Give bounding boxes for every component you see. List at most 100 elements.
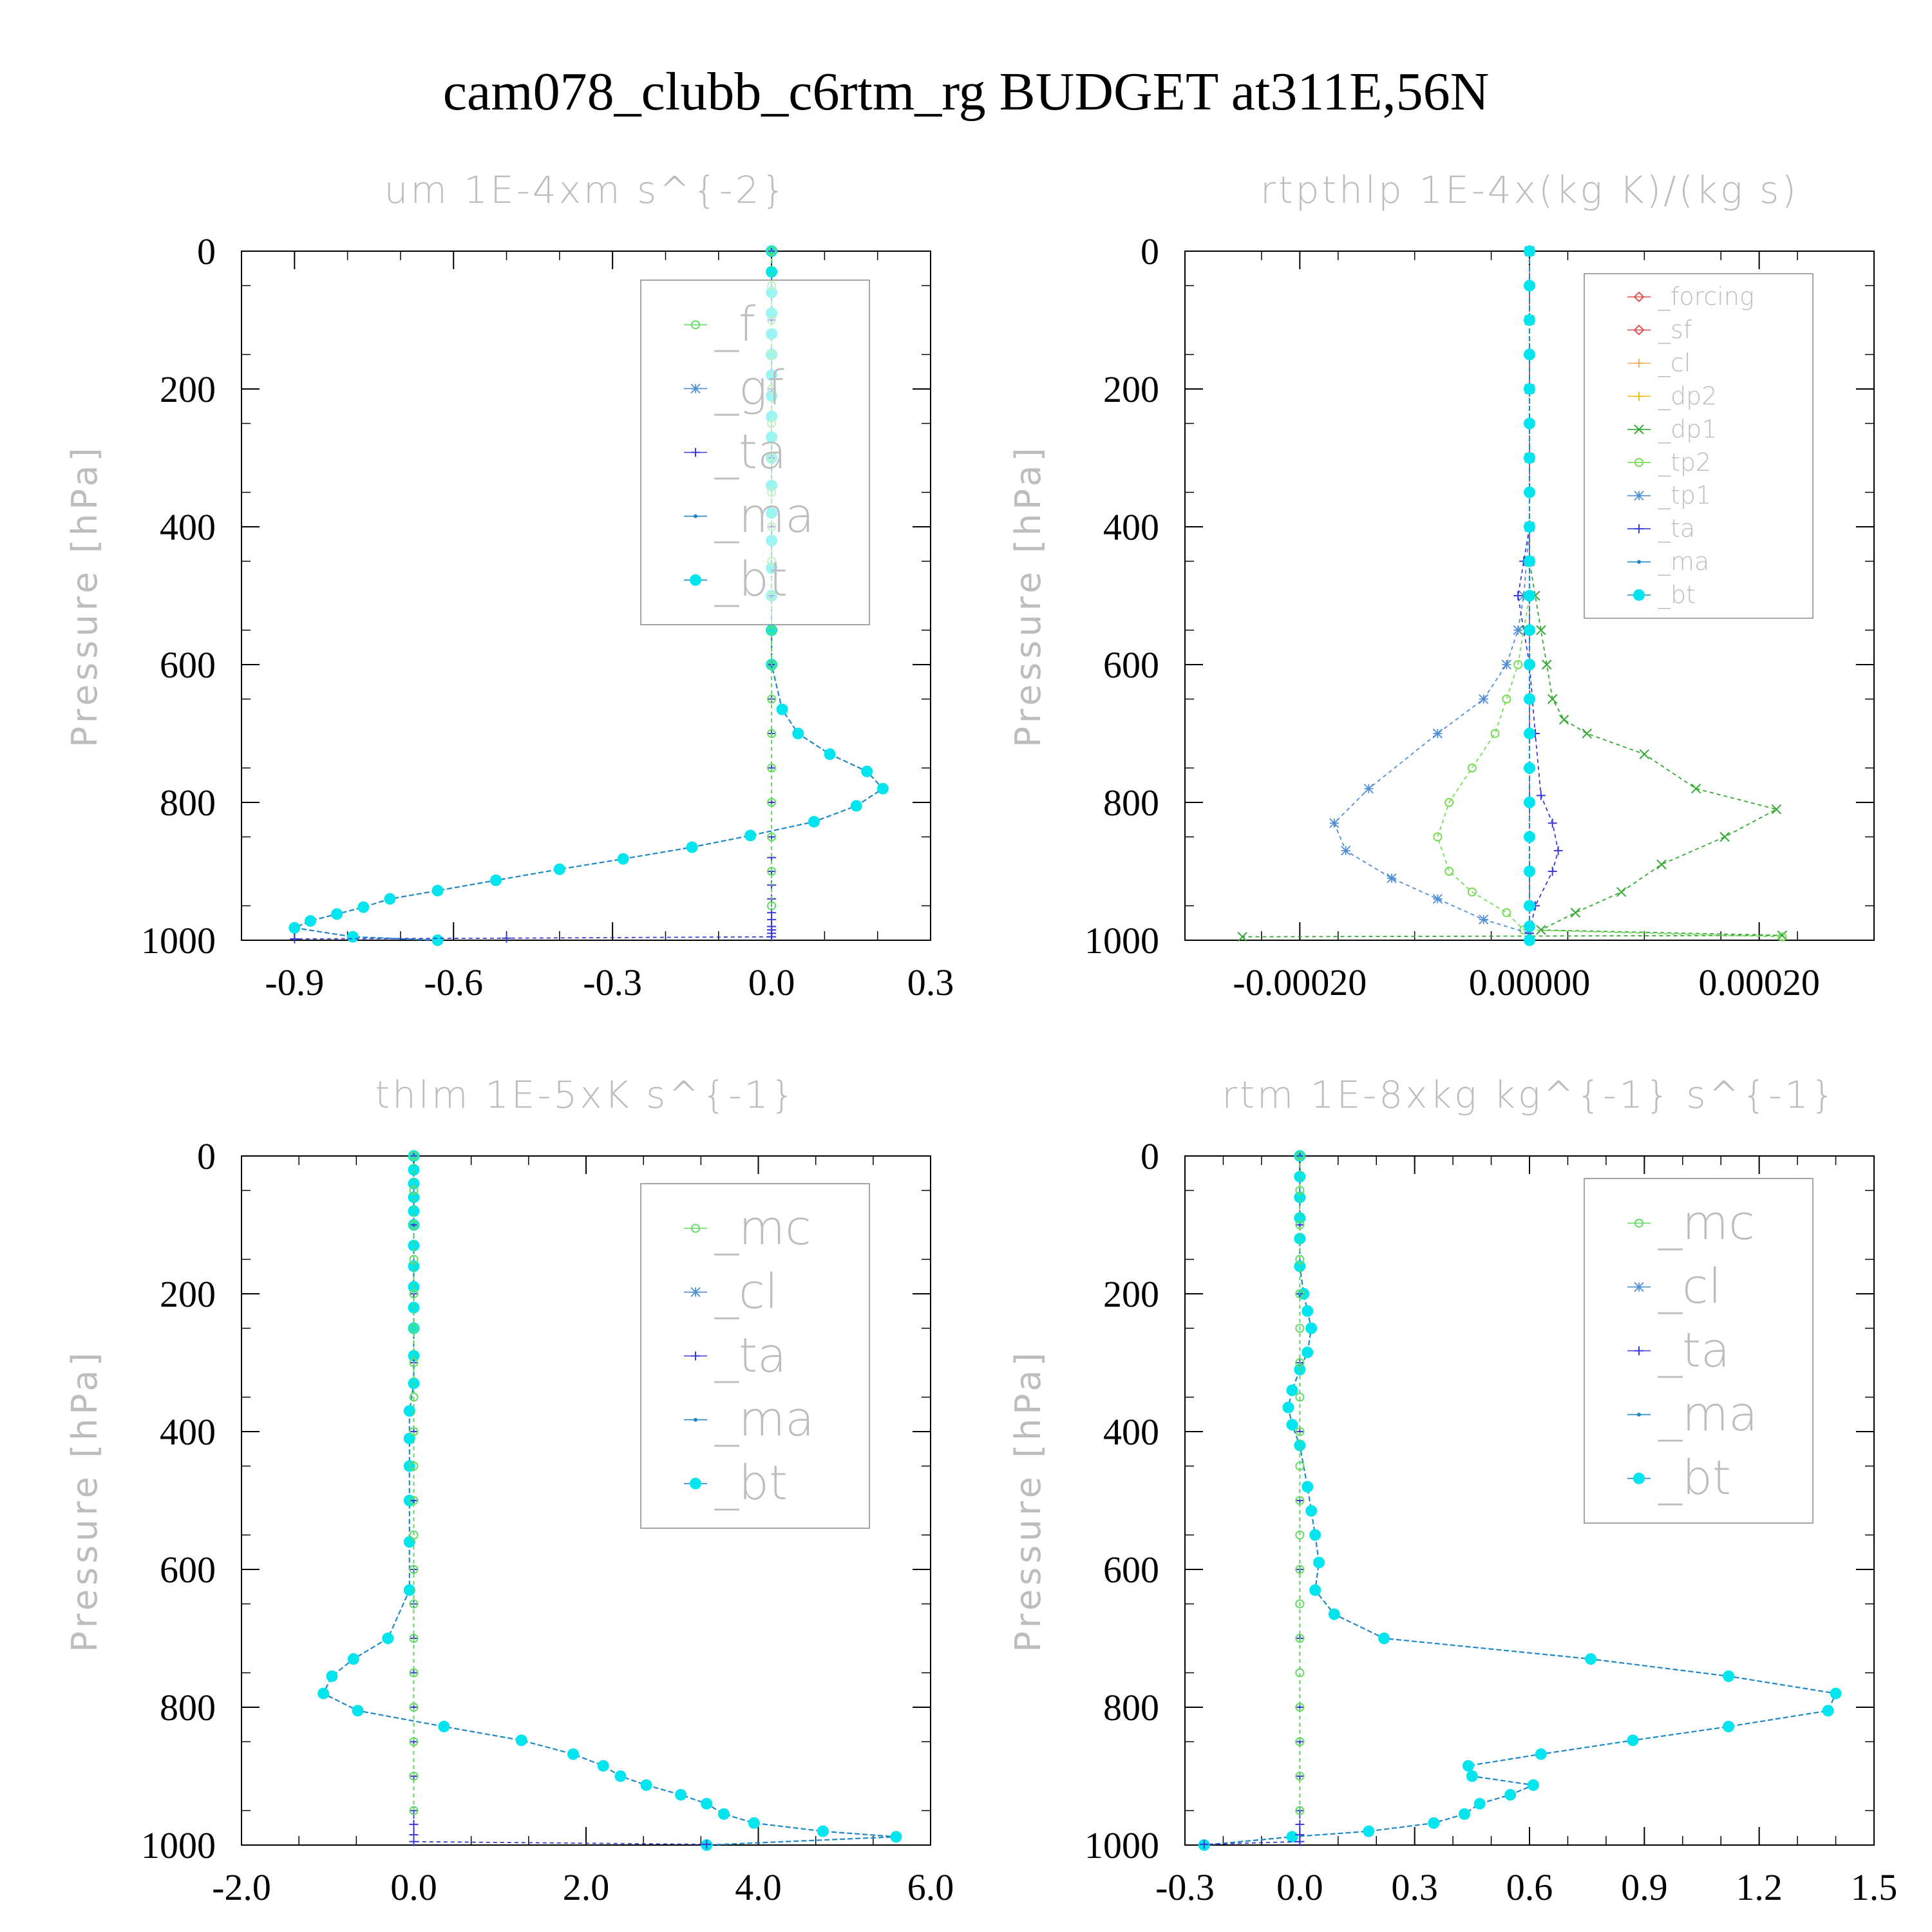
data-point xyxy=(409,1186,419,1195)
legend-label: _ta xyxy=(1658,515,1695,544)
data-point xyxy=(1295,1358,1305,1367)
data-point xyxy=(1302,1305,1314,1317)
x-tick-label: 0.3 xyxy=(1391,1866,1438,1908)
data-point xyxy=(409,1255,419,1264)
x-tick-label: -0.3 xyxy=(583,961,642,1003)
data-point xyxy=(1295,1289,1305,1298)
data-point xyxy=(1328,1608,1340,1620)
data-point xyxy=(1547,694,1558,705)
legend: _mc _cl _ta _ma _bt xyxy=(640,1183,870,1529)
data-point xyxy=(1237,931,1247,942)
data-point xyxy=(1822,1705,1834,1717)
data-point xyxy=(808,815,820,828)
data-point xyxy=(824,748,836,761)
data-point xyxy=(1524,900,1535,912)
data-point xyxy=(408,1205,420,1217)
legend-label: _forcing xyxy=(1658,283,1754,312)
legend-label: _ma xyxy=(714,488,814,544)
x-tick-label: -0.6 xyxy=(424,961,483,1003)
data-point xyxy=(1428,1817,1440,1829)
data-point xyxy=(744,829,757,842)
chart-title: thlm 1E-5xK s^{-1} xyxy=(375,1073,797,1117)
series-bt xyxy=(317,1150,902,1851)
data-point xyxy=(1466,1770,1478,1782)
x-tick-label: 0.00000 xyxy=(1469,961,1591,1003)
legend-marker xyxy=(690,1287,701,1298)
data-point xyxy=(767,625,777,635)
data-point xyxy=(1363,1825,1375,1837)
data-point xyxy=(331,908,343,920)
data-point xyxy=(1473,1797,1486,1810)
data-point xyxy=(409,1289,419,1298)
data-point xyxy=(1467,763,1477,773)
data-point xyxy=(1639,749,1650,759)
legend-marker xyxy=(1634,424,1644,435)
data-point xyxy=(1777,932,1787,942)
y-tick-label: 600 xyxy=(1103,644,1159,686)
y-axis-label: Pressure [hPa] xyxy=(64,444,105,747)
data-point xyxy=(1295,1530,1305,1540)
data-point xyxy=(1536,791,1546,800)
data-point xyxy=(1282,1401,1294,1414)
x-tick-label: 6.0 xyxy=(907,1866,954,1908)
legend-label: _ta xyxy=(714,424,786,480)
data-point xyxy=(702,1839,712,1849)
data-point xyxy=(409,1358,419,1367)
chart-title: rtpthlp 1E-4x(kg K)/(kg s) xyxy=(1260,168,1799,212)
legend-label: _bt xyxy=(714,552,788,607)
legend-marker xyxy=(1637,560,1641,564)
data-point xyxy=(1479,914,1489,925)
y-tick-label: 200 xyxy=(160,1273,216,1315)
data-point xyxy=(502,933,511,943)
data-point xyxy=(1295,1634,1305,1643)
data-point xyxy=(1548,819,1557,828)
data-point xyxy=(767,867,777,876)
chart-rtm: rtm 1E-8xkg kg^{-1} s^{-1} Pressure [hPa]… xyxy=(1008,1073,1897,1908)
y-tick-label: 1000 xyxy=(141,920,216,961)
legend-label: _cl xyxy=(1658,1259,1721,1314)
y-tick-label: 400 xyxy=(160,506,216,548)
data-point xyxy=(409,1737,419,1747)
x-tick-label: -0.3 xyxy=(1155,1866,1215,1908)
legend-marker xyxy=(1634,1346,1643,1356)
data-point xyxy=(1329,818,1340,828)
legend-label: _bt xyxy=(714,1455,788,1511)
data-point xyxy=(408,1260,420,1273)
data-point xyxy=(515,1734,527,1747)
data-point xyxy=(1387,873,1397,884)
data-point xyxy=(1719,831,1730,842)
data-point xyxy=(409,1806,419,1815)
legend-marker xyxy=(1634,1218,1643,1228)
data-point xyxy=(1771,804,1782,815)
x-tick-label: 0.0 xyxy=(390,1866,437,1908)
data-point xyxy=(1656,859,1667,870)
data-point xyxy=(1627,1734,1639,1747)
legend: _forcing _sf _cl _dp2 _dp1 _tp2 _tp1 _ta _ma _bt xyxy=(1584,273,1814,619)
legend-marker xyxy=(690,574,701,586)
legend-marker xyxy=(1634,392,1643,401)
data-point xyxy=(1294,1233,1306,1245)
legend-marker xyxy=(1634,491,1644,501)
data-point xyxy=(1582,728,1592,739)
data-point xyxy=(1524,555,1535,567)
data-point xyxy=(1542,659,1552,670)
legend-label: _mc xyxy=(1658,1195,1755,1251)
legend-label: _ta xyxy=(1658,1323,1730,1378)
data-point xyxy=(1524,279,1535,292)
y-tick-label: 1000 xyxy=(1084,1824,1159,1866)
data-point xyxy=(1309,1529,1321,1541)
legend-marker xyxy=(1634,458,1643,468)
data-point xyxy=(1585,1653,1597,1665)
figure-title: cam078_clubb_c6rtm_rg BUDGET at311E,56N xyxy=(443,62,1490,122)
x-tick-label: 0.6 xyxy=(1506,1866,1553,1908)
data-point xyxy=(1305,1322,1318,1334)
data-point xyxy=(1286,1384,1298,1396)
data-point xyxy=(1524,417,1535,430)
data-point xyxy=(1295,1737,1305,1747)
y-tick-label: 800 xyxy=(1103,1687,1159,1728)
chart-rtpthlp: rtpthlp 1E-4x(kg K)/(kg s) Pressure [hPa]… xyxy=(1008,168,1875,1003)
data-point xyxy=(1295,1837,1305,1846)
data-point xyxy=(409,1837,419,1846)
legend-marker xyxy=(1634,524,1643,534)
chart-thlm: thlm 1E-5xK s^{-1} Pressure [hPa] 0 200 400 6… xyxy=(64,1073,954,1908)
